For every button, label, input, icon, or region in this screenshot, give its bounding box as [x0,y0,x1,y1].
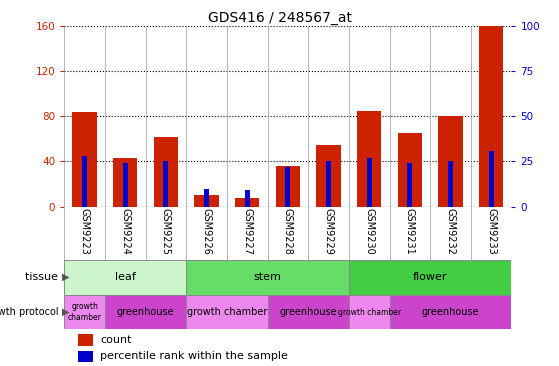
Text: growth
chamber: growth chamber [68,302,102,322]
Bar [245,190,250,207]
Bar [186,260,349,295]
Text: GSM9223: GSM9223 [79,208,89,255]
Bar [357,111,381,207]
Bar [186,295,268,329]
Text: tissue: tissue [25,272,61,282]
Bar [64,295,105,329]
Text: GDS416 / 248567_at: GDS416 / 248567_at [207,11,352,25]
Bar [78,351,93,362]
Bar [438,116,463,207]
Bar [78,334,93,346]
Text: GSM9230: GSM9230 [364,208,374,255]
Text: growth chamber: growth chamber [338,307,401,317]
Text: ▶: ▶ [62,307,69,317]
Text: greenhouse: greenhouse [117,307,174,317]
Bar [163,161,168,207]
Bar [326,161,331,207]
Bar [113,158,138,207]
Text: GSM9225: GSM9225 [161,208,171,255]
Bar [235,198,259,207]
Text: leaf: leaf [115,272,136,282]
Bar [397,133,422,207]
Bar [316,145,341,207]
Bar [408,163,413,207]
Bar [349,260,511,295]
Bar [448,161,453,207]
Bar [276,166,300,207]
Bar [64,260,186,295]
Text: growth protocol: growth protocol [0,307,61,317]
Bar [154,137,178,207]
Bar [367,158,372,207]
Bar [479,26,503,207]
Bar [489,151,494,207]
Text: GSM9224: GSM9224 [120,208,130,255]
Text: ▶: ▶ [62,272,69,282]
Text: stem: stem [254,272,282,282]
Text: GSM9226: GSM9226 [202,208,211,255]
Bar [123,163,127,207]
Bar [286,167,290,207]
Bar [204,189,209,207]
Bar [349,295,390,329]
Text: percentile rank within the sample: percentile rank within the sample [100,351,288,362]
Text: GSM9233: GSM9233 [486,208,496,255]
Text: GSM9232: GSM9232 [446,208,456,255]
Text: greenhouse: greenhouse [421,307,479,317]
Bar [73,112,97,207]
Bar [268,295,349,329]
Text: GSM9231: GSM9231 [405,208,415,255]
Text: GSM9229: GSM9229 [324,208,334,255]
Bar [390,295,511,329]
Bar [82,156,87,207]
Text: GSM9227: GSM9227 [242,208,252,255]
Text: count: count [100,335,131,345]
Bar [195,195,219,207]
Text: GSM9228: GSM9228 [283,208,293,255]
Text: flower: flower [413,272,447,282]
Text: growth chamber: growth chamber [187,307,267,317]
Bar [105,295,186,329]
Text: greenhouse: greenhouse [280,307,337,317]
